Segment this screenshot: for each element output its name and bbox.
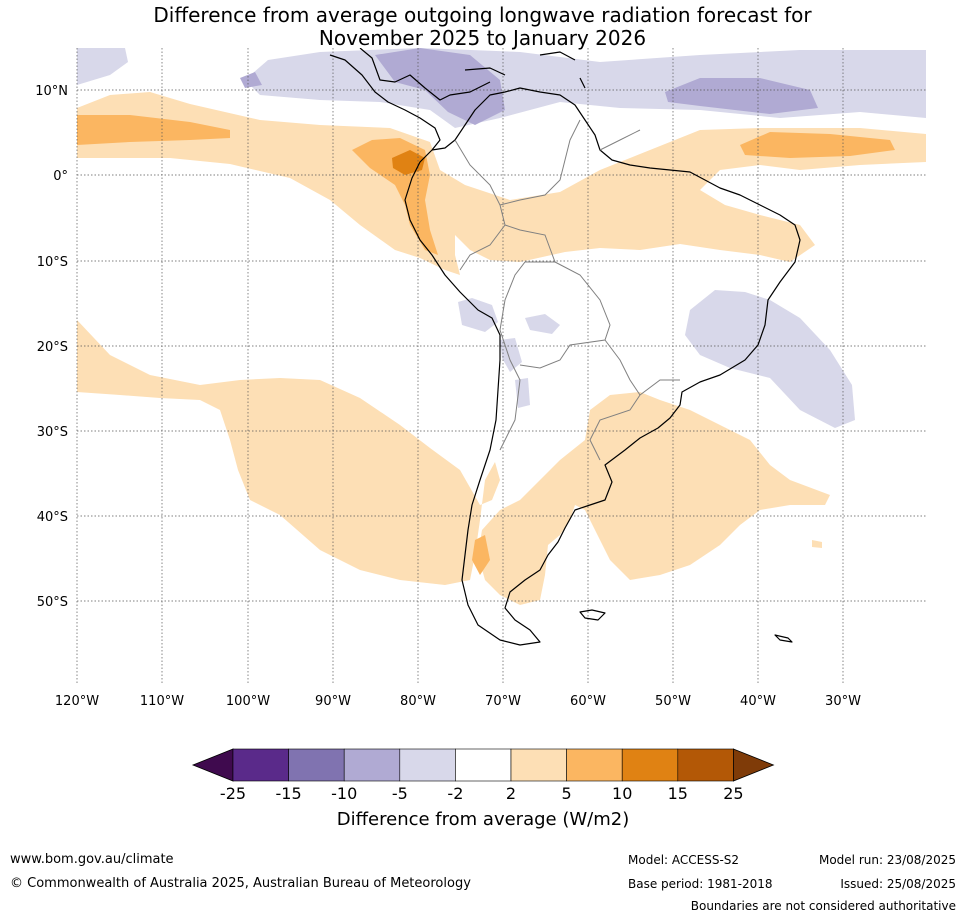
- lon-label: 30°W: [825, 694, 861, 709]
- colorbar-tick-label: -15: [276, 784, 302, 803]
- coast-mexico-gulf: [359, 48, 491, 101]
- lon-label: 110°W: [140, 694, 184, 709]
- lat-label: 0°: [53, 169, 68, 184]
- colorbar-tick-label: 15: [668, 784, 688, 803]
- neg-anomaly-north-pacific: [77, 48, 128, 85]
- neg-anomaly-inland-2: [525, 314, 560, 334]
- colorbar-tick-label: -10: [331, 784, 357, 803]
- lat-label: 20°S: [37, 340, 68, 355]
- neg-anomaly-pacific-core: [240, 72, 262, 88]
- colorbar-arrow-low: [191, 748, 234, 782]
- pos-anomaly-southeast-patch: [812, 540, 822, 548]
- lon-label: 80°W: [400, 694, 436, 709]
- colorbar-tick-label: -25: [220, 784, 246, 803]
- anomaly-shading: [77, 48, 926, 605]
- neg-anomaly-caribbean: [245, 48, 926, 128]
- lon-label: 70°W: [485, 694, 521, 709]
- latitude-labels: 10°N 0° 10°S 20°S 30°S 40°S 50°S: [35, 84, 68, 610]
- country-borders: [454, 119, 680, 461]
- footer-disclaimer: Boundaries are not considered authoritat…: [690, 899, 956, 913]
- lon-label: 50°W: [655, 694, 691, 709]
- coast-caribbean-islands: [464, 51, 586, 89]
- longitude-labels: 120°W 110°W 100°W 90°W 80°W 70°W 60°W 50…: [55, 694, 861, 709]
- colorbar-arrow-high: [733, 748, 775, 782]
- colorbar-tick-label: 10: [612, 784, 632, 803]
- pos-anomaly-east-pacific-core: [77, 115, 230, 145]
- pos-anomaly-patagonia-core: [472, 535, 490, 575]
- footer-model: Model: ACCESS-S2: [628, 853, 740, 867]
- colorbar-swatch: [288, 748, 345, 782]
- colorbar-swatch: [399, 748, 456, 782]
- neg-anomaly-caribbean-core: [375, 48, 505, 125]
- lon-label: 120°W: [55, 694, 99, 709]
- lat-label: 30°S: [37, 425, 68, 440]
- colorbar-swatch: [566, 748, 623, 782]
- footer-model-run: Model run: 23/08/2025: [818, 853, 956, 867]
- title-line-1: Difference from average outgoing longwav…: [153, 3, 812, 27]
- colorbar-tick-label: 25: [723, 784, 743, 803]
- neg-anomaly-inland-4: [515, 378, 530, 408]
- colorbar-swatch: [455, 748, 512, 782]
- footer-copyright: © Commonwealth of Australia 2025, Austra…: [10, 876, 471, 891]
- colorbar-tick-label: 5: [562, 784, 572, 803]
- lon-label: 90°W: [315, 694, 351, 709]
- lon-label: 40°W: [740, 694, 776, 709]
- neg-anomaly-atlantic-core: [665, 78, 818, 114]
- pos-anomaly-atlantic-core: [740, 132, 895, 158]
- coast-falklands: [579, 609, 606, 621]
- footer-site[interactable]: www.bom.gov.au/climate: [10, 852, 174, 867]
- colorbar-tick-label: -5: [392, 784, 408, 803]
- coast-south-america: [404, 87, 801, 646]
- lat-label: 40°S: [37, 510, 68, 525]
- coast-south-georgia: [774, 634, 793, 643]
- lat-label: 50°S: [37, 595, 68, 610]
- colorbar-tick-label: 2: [506, 784, 516, 803]
- colorbar-swatches: [191, 748, 775, 782]
- coastlines: [329, 48, 801, 646]
- colorbar-title: Difference from average (W/m2): [337, 809, 629, 830]
- colorbar: -25 -15 -10 -5 -2 2 5 10 15 25 Difference from av…: [191, 748, 775, 830]
- pos-anomaly-equatorial-pacific: [77, 92, 926, 275]
- neg-anomaly-brazil-atlantic: [685, 290, 855, 428]
- colorbar-swatch: [677, 748, 734, 782]
- footer-issued: Issued: 25/08/2025: [840, 877, 956, 891]
- lat-label: 10°N: [35, 84, 68, 99]
- colorbar-ticks: -25 -15 -10 -5 -2 2 5 10 15 25: [220, 784, 744, 803]
- colorbar-swatch: [343, 748, 401, 782]
- pos-anomaly-south-pacific: [77, 320, 500, 585]
- colorbar-swatch: [232, 748, 289, 782]
- colorbar-tick-label: -2: [447, 784, 463, 803]
- colorbar-swatch: [621, 748, 679, 782]
- lon-label: 100°W: [226, 694, 270, 709]
- map-title: Difference from average outgoing longwav…: [0, 4, 965, 50]
- pos-anomaly-south-atlantic: [478, 392, 830, 605]
- graticule: [76, 48, 926, 685]
- footer-base-period: Base period: 1981-2018: [628, 877, 773, 891]
- coast-central-america: [329, 54, 441, 151]
- title-line-2: November 2025 to January 2026: [318, 26, 647, 50]
- neg-anomaly-inland-1: [458, 298, 498, 332]
- lat-label: 10°S: [37, 255, 68, 270]
- colorbar-swatch: [510, 748, 567, 782]
- lon-label: 60°W: [570, 694, 606, 709]
